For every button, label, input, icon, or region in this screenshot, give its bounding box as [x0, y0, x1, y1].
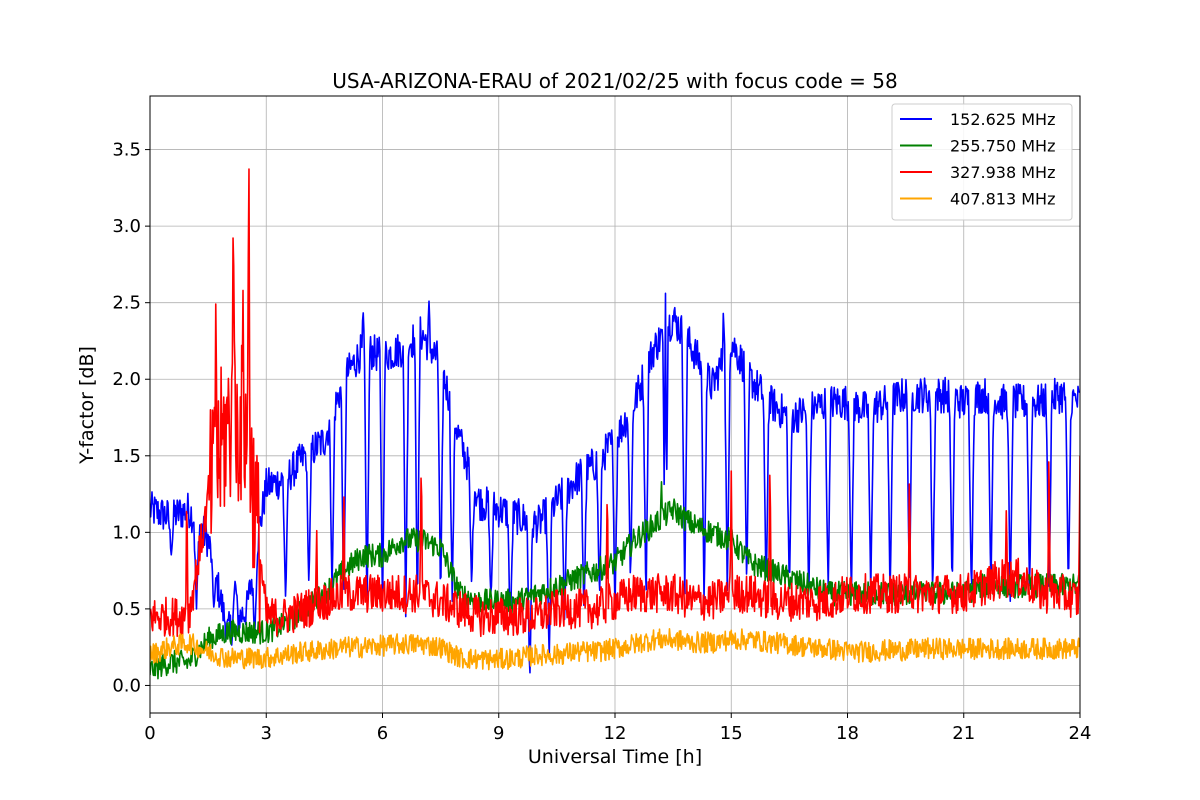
legend-label: 327.938 MHz: [950, 163, 1055, 182]
x-tick-label: 3: [261, 723, 272, 744]
x-axis-title: Universal Time [h]: [528, 746, 702, 768]
x-tick-label: 18: [836, 723, 859, 744]
x-tick-label: 24: [1069, 723, 1092, 744]
y-axis-title: Y-factor [dB]: [76, 346, 98, 465]
x-tick-label: 6: [377, 723, 388, 744]
series-line: [150, 628, 1080, 671]
y-tick-label: 2.5: [112, 293, 141, 314]
x-tick-label: 21: [952, 723, 975, 744]
legend-box: [891, 103, 1073, 221]
y-tick-label: 1.0: [112, 522, 141, 543]
x-tick-label: 0: [144, 723, 155, 744]
legend-label: 255.750 MHz: [950, 137, 1055, 156]
x-axis: 0 3 6 9 12 15 18 21 24: [144, 713, 1091, 744]
series-line: [150, 168, 1080, 638]
y-tick-label: 0.0: [112, 675, 141, 696]
x-tick-label: 15: [720, 723, 743, 744]
chart-title: USA-ARIZONA-ERAU of 2021/02/25 with focu…: [332, 69, 897, 93]
y-tick-label: 2.0: [112, 369, 141, 390]
plot-series-group: [150, 168, 1080, 680]
x-tick-label: 12: [604, 723, 627, 744]
legend-label: 152.625 MHz: [950, 110, 1055, 129]
x-tick-label: 9: [493, 723, 504, 744]
y-tick-label: 3.0: [112, 216, 141, 237]
y-tick-label: 0.5: [112, 599, 141, 620]
y-tick-label: 1.5: [112, 446, 141, 467]
y-tick-label: 3.5: [112, 140, 141, 161]
legend-label: 407.813 MHz: [950, 190, 1055, 209]
legend: 152.625 MHz 255.750 MHz 327.938 MHz 407.813…: [891, 103, 1073, 221]
y-axis: 0.0 0.5 1.0 1.5 2.0 2.5 3.0 3.5: [112, 140, 150, 696]
